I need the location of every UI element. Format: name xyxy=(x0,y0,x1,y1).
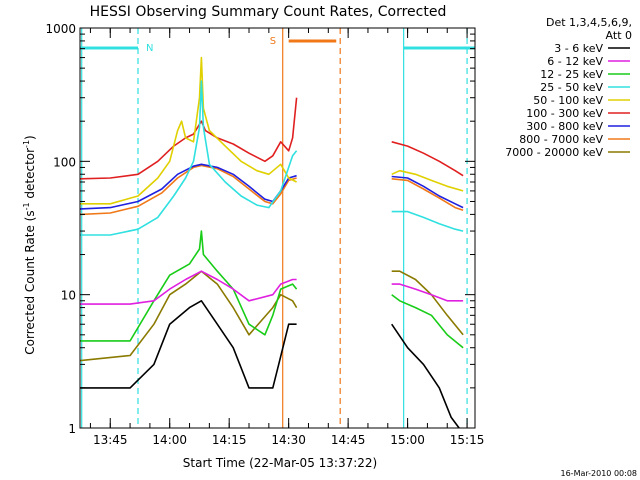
x-tick-label: 15:00 xyxy=(390,433,425,447)
series-line-12-25-kev xyxy=(391,294,464,349)
series-line-25-50-kev xyxy=(80,80,298,236)
legend-item-label: 3 - 6 keV xyxy=(554,42,603,55)
x-tick-label: 15:15 xyxy=(450,433,485,447)
series-line-300-800-kev xyxy=(391,175,464,209)
timestamp: 16-Mar-2010 00:08 xyxy=(561,469,638,478)
night-label: N xyxy=(146,43,153,54)
y-axis-label-sup2: -1 xyxy=(22,140,31,148)
x-tick-label: 14:45 xyxy=(331,433,366,447)
x-tick-label: 14:00 xyxy=(152,433,187,447)
legend-title-1: Det 1,3,4,5,6,9, xyxy=(546,16,632,29)
x-axis-label: Start Time (22-Mar-05 13:37:22) xyxy=(183,456,377,470)
legend-item-label: 25 - 50 keV xyxy=(540,81,603,94)
legend-item-label: 50 - 100 keV xyxy=(533,94,603,107)
series-line-25-50-kev xyxy=(391,210,464,232)
y-tick-label: 1000 xyxy=(45,22,76,36)
legend-title-2: Att 0 xyxy=(606,29,632,42)
series-line-6-12-kev xyxy=(80,270,297,305)
series-line-6-12-kev xyxy=(391,283,464,302)
series-line-100-300-kev xyxy=(80,97,298,180)
series-layer xyxy=(80,56,464,429)
series-line-800-7000-kev xyxy=(80,164,297,216)
legend-item-label: 12 - 25 keV xyxy=(540,68,603,81)
saa-label: S xyxy=(270,36,276,47)
series-line-3-6-kev xyxy=(391,323,460,429)
y-axis-label-main: Corrected Count Rate (s xyxy=(23,210,37,354)
legend-item-label: 300 - 800 keV xyxy=(526,120,603,133)
y-axis-label-sup1: -1 xyxy=(22,202,31,210)
series-line-3-6-kev xyxy=(80,300,297,389)
plot-frame xyxy=(79,27,476,429)
y-axis-label-mid: detector xyxy=(23,148,37,203)
y-tick-label: 10 xyxy=(61,289,76,303)
series-line-100-300-kev xyxy=(391,141,464,177)
chart-title: HESSI Observing Summary Count Rates, Cor… xyxy=(90,4,447,20)
y-axis-label-end: ) xyxy=(23,135,37,140)
legend-item-label: 6 - 12 keV xyxy=(547,55,603,68)
y-tick-label: 100 xyxy=(53,155,76,169)
x-tick-label: 13:45 xyxy=(93,433,128,447)
legend-item-label: 7000 - 20000 keV xyxy=(505,146,603,159)
legend-item-label: 100 - 300 keV xyxy=(526,107,603,120)
series-line-7000-20000-kev xyxy=(391,270,464,336)
y-axis: 1 10 100 1000 xyxy=(45,22,475,436)
series-line-800-7000-kev xyxy=(391,178,464,211)
x-axis: 13:45 14:00 14:15 14:30 14:45 15:00 15:15 xyxy=(89,28,485,447)
x-tick-label: 14:30 xyxy=(271,433,306,447)
observing-markers: NS xyxy=(80,28,475,428)
x-tick-label: 14:15 xyxy=(212,433,247,447)
y-tick-label: 1 xyxy=(68,422,76,436)
y-axis-label: Corrected Count Rate (s-1 detector-1) xyxy=(22,135,37,354)
series-line-50-100-kev xyxy=(391,169,464,192)
series-line-50-100-kev xyxy=(80,56,297,205)
series-line-7000-20000-kev xyxy=(80,270,298,362)
series-line-12-25-kev xyxy=(80,230,298,342)
legend-item-label: 800 - 7000 keV xyxy=(519,133,603,146)
